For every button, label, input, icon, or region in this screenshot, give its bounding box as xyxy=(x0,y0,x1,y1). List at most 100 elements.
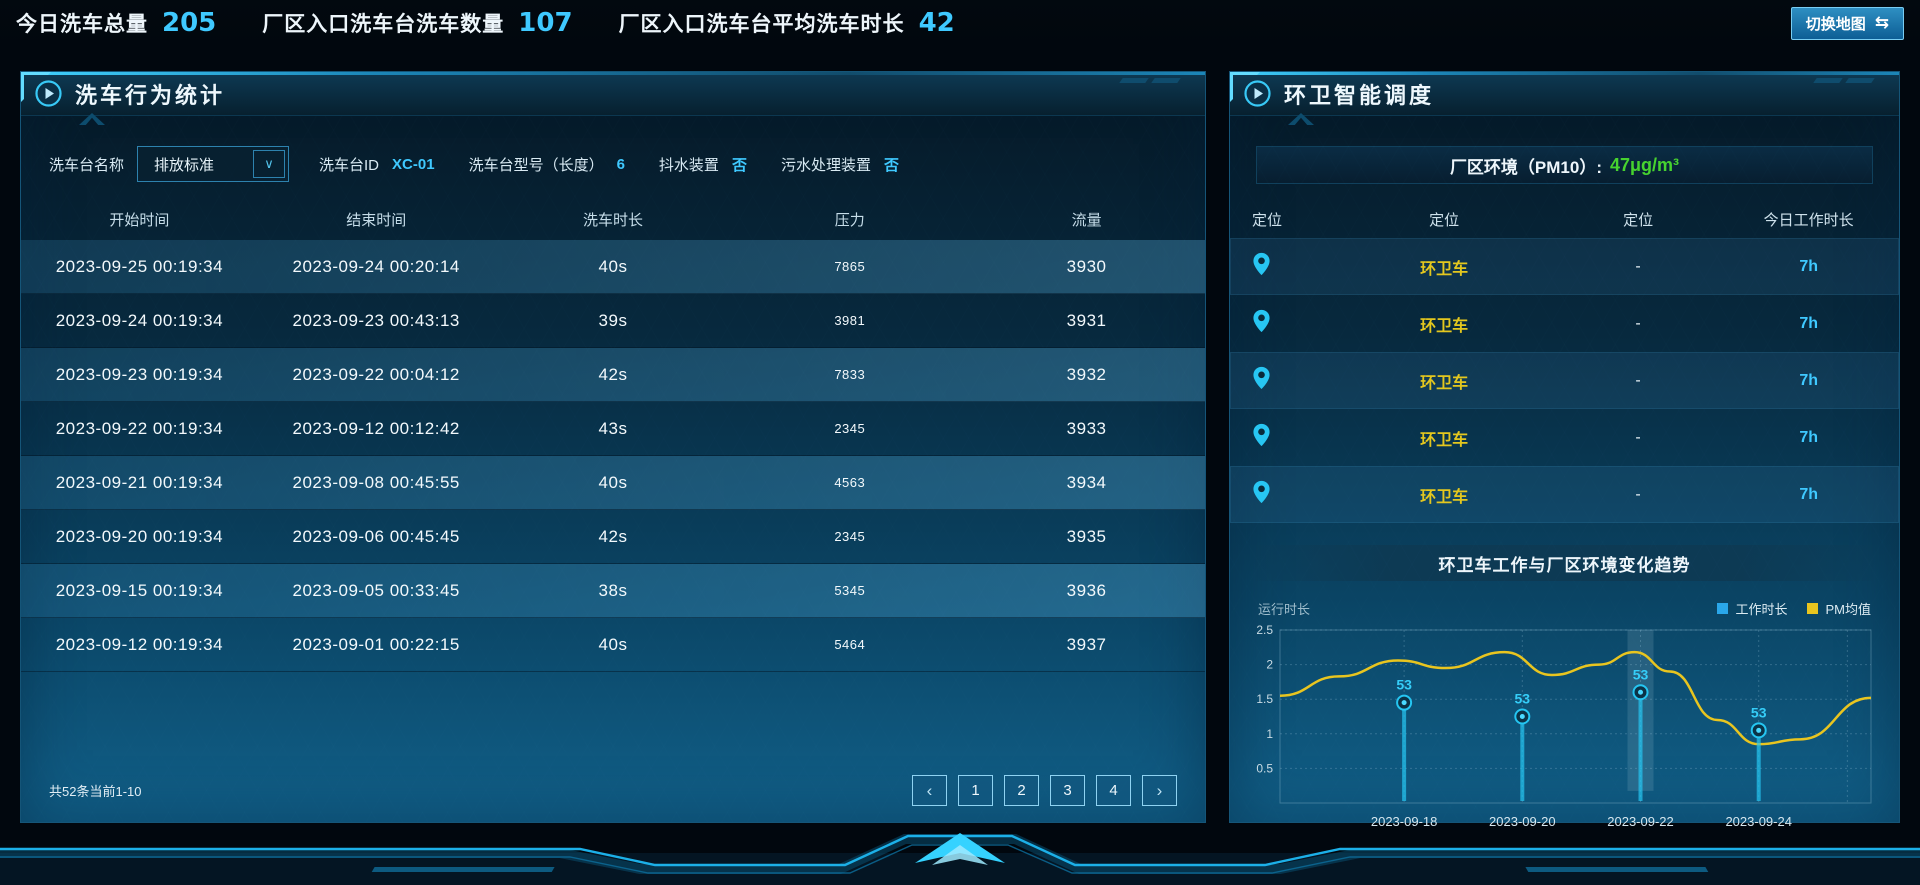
next-page-button[interactable]: › xyxy=(1142,775,1177,806)
vehicle-name: 环卫车 xyxy=(1420,431,1469,449)
svg-text:53: 53 xyxy=(1633,666,1649,682)
cell-flow: 3932 xyxy=(1066,364,1107,384)
page-button-3[interactable]: 3 xyxy=(1050,775,1085,806)
col-header-pressure: 压力 xyxy=(834,211,865,229)
header-chevron-decoration xyxy=(1288,113,1314,125)
vehicle-hours: 7h xyxy=(1799,428,1818,446)
legend-swatch-work xyxy=(1717,603,1729,614)
switch-map-button[interactable]: 切换地图 ⇆ xyxy=(1790,6,1904,40)
station-name-select[interactable]: 排放标准 ∨ xyxy=(137,146,290,182)
cell-start-time: 2023-09-23 00:19:34 xyxy=(55,364,224,384)
legend-item-work-hours: 工作时长 xyxy=(1717,599,1787,618)
wash-filters-row: 洗车台名称 排放标准 ∨ 洗车台ID XC-01 洗车台型号（长度） 6 抖水装… xyxy=(49,146,1205,182)
vehicle-dash: - xyxy=(1635,428,1641,446)
col-header-flow: 流量 xyxy=(1071,211,1102,229)
vehicle-row: 环卫车 - 7h xyxy=(1230,238,1899,295)
table-row: 2023-09-12 00:19:34 2023-09-01 00:22:15 … xyxy=(21,618,1205,672)
dispatch-panel-header: 环卫智能调度 xyxy=(1230,72,1899,125)
vehicle-name: 环卫车 xyxy=(1420,260,1469,278)
pm10-status-bar: 厂区环境（PM10）: 47μg/m³ xyxy=(1256,146,1873,184)
trend-chart-svg: 0.5 1 1.5 2 2.5 53 53 53 53 2023-09-18 2023-09-20 2… xyxy=(1256,623,1872,829)
svg-text:2023-09-22: 2023-09-22 xyxy=(1607,814,1674,829)
cell-start-time: 2023-09-25 00:19:34 xyxy=(55,256,224,276)
location-pin-icon xyxy=(1253,480,1270,504)
cell-end-time: 2023-09-23 00:43:13 xyxy=(292,310,460,330)
stat-label: 厂区入口洗车台洗车数量 xyxy=(262,13,505,36)
cell-pressure: 2345 xyxy=(834,421,866,436)
table-row: 2023-09-23 00:19:34 2023-09-22 00:04:12 … xyxy=(21,348,1205,402)
station-name-label: 洗车台名称 xyxy=(49,156,125,174)
cell-duration: 42s xyxy=(598,364,628,384)
chevron-down-icon: ∨ xyxy=(253,150,286,178)
cell-pressure: 2345 xyxy=(834,529,866,544)
vehicle-name: 环卫车 xyxy=(1420,317,1469,335)
svg-text:1: 1 xyxy=(1266,727,1273,741)
sewage-device-label: 污水处理装置 xyxy=(780,156,871,174)
table-row: 2023-09-15 00:19:34 2023-09-05 00:33:45 … xyxy=(21,564,1205,618)
locate-pin-button[interactable] xyxy=(1230,252,1330,281)
location-pin-icon xyxy=(1253,309,1270,333)
page-button-4[interactable]: 4 xyxy=(1096,775,1131,806)
cell-pressure: 5345 xyxy=(834,583,866,598)
location-pin-icon xyxy=(1253,252,1270,276)
col-header-work-hours: 今日工作时长 xyxy=(1763,211,1854,229)
table-row: 2023-09-24 00:19:34 2023-09-23 00:43:13 … xyxy=(21,294,1205,348)
cell-end-time: 2023-09-12 00:12:42 xyxy=(292,418,460,438)
table-header-row: 开始时间 结束时间 洗车时长 压力 流量 xyxy=(21,198,1205,240)
page-button-2[interactable]: 2 xyxy=(1004,775,1039,806)
table-row: 2023-09-21 00:19:34 2023-09-08 00:45:55 … xyxy=(21,456,1205,510)
locate-pin-button[interactable] xyxy=(1230,480,1330,509)
vehicle-name: 环卫车 xyxy=(1420,374,1469,392)
cell-duration: 43s xyxy=(598,418,628,438)
table-row: 2023-09-25 00:19:34 2023-09-24 00:20:14 … xyxy=(21,240,1205,294)
trend-chart[interactable]: 0.5 1 1.5 2 2.5 53 53 53 53 2023-09-18 2023-09-20 2… xyxy=(1242,620,1887,835)
locate-pin-button[interactable] xyxy=(1230,423,1330,452)
locate-pin-button[interactable] xyxy=(1230,309,1330,338)
vehicle-dash: - xyxy=(1635,371,1641,389)
locate-pin-button[interactable] xyxy=(1230,366,1330,395)
cell-flow: 3931 xyxy=(1066,310,1107,330)
station-id-label: 洗车台ID xyxy=(319,156,380,174)
header-chevron-decoration xyxy=(79,113,105,125)
vehicle-row: 环卫车 - 7h xyxy=(1230,466,1899,523)
pager: ‹ 1 2 3 4 › xyxy=(912,775,1177,806)
cell-duration: 40s xyxy=(598,472,628,492)
station-name-selected-value: 排放标准 xyxy=(154,156,215,174)
pagination-summary: 共52条当前1-10 xyxy=(49,784,142,799)
legend-label: 工作时长 xyxy=(1735,602,1788,617)
prev-page-button[interactable]: ‹ xyxy=(912,775,947,806)
footer-decoration xyxy=(0,833,1920,885)
svg-text:2023-09-20: 2023-09-20 xyxy=(1489,814,1556,829)
cell-start-time: 2023-09-22 00:19:34 xyxy=(55,418,224,438)
location-pin-icon xyxy=(1253,366,1270,390)
stat-value: 107 xyxy=(518,8,573,38)
cell-end-time: 2023-09-08 00:45:55 xyxy=(292,472,460,492)
cell-pressure: 7833 xyxy=(834,367,866,382)
legend-swatch-pm xyxy=(1807,603,1819,614)
stat-entrance-wash-count: 厂区入口洗车台洗车数量 107 xyxy=(262,8,572,38)
header-accent-line xyxy=(1230,72,1899,75)
cell-duration: 40s xyxy=(598,634,628,654)
col-header-start-time: 开始时间 xyxy=(109,211,170,229)
cell-pressure: 5464 xyxy=(834,637,866,652)
stat-label: 厂区入口洗车台平均洗车时长 xyxy=(618,13,905,36)
stat-average-wash-duration: 厂区入口洗车台平均洗车时长 42 xyxy=(619,8,955,38)
page-button-1[interactable]: 1 xyxy=(958,775,993,806)
vehicle-dash: - xyxy=(1635,257,1641,275)
cell-start-time: 2023-09-12 00:19:34 xyxy=(55,634,224,654)
svg-text:2023-09-18: 2023-09-18 xyxy=(1371,814,1438,829)
cell-pressure: 7865 xyxy=(834,259,866,274)
vehicle-hours: 7h xyxy=(1799,371,1818,389)
cell-start-time: 2023-09-24 00:19:34 xyxy=(55,310,224,330)
swap-arrows-icon: ⇆ xyxy=(1874,13,1889,32)
trend-chart-title: 环卫车工作与厂区环境变化趋势 xyxy=(1256,545,1873,581)
cell-duration: 42s xyxy=(598,526,628,546)
cell-end-time: 2023-09-22 00:04:12 xyxy=(292,364,460,384)
cell-end-time: 2023-09-01 00:22:15 xyxy=(292,634,460,654)
svg-text:2: 2 xyxy=(1266,658,1273,672)
cell-pressure: 4563 xyxy=(834,475,866,490)
svg-text:0.5: 0.5 xyxy=(1256,761,1273,775)
play-icon xyxy=(35,80,62,107)
svg-text:1.5: 1.5 xyxy=(1256,692,1273,706)
sewage-device-value: 否 xyxy=(883,156,899,174)
